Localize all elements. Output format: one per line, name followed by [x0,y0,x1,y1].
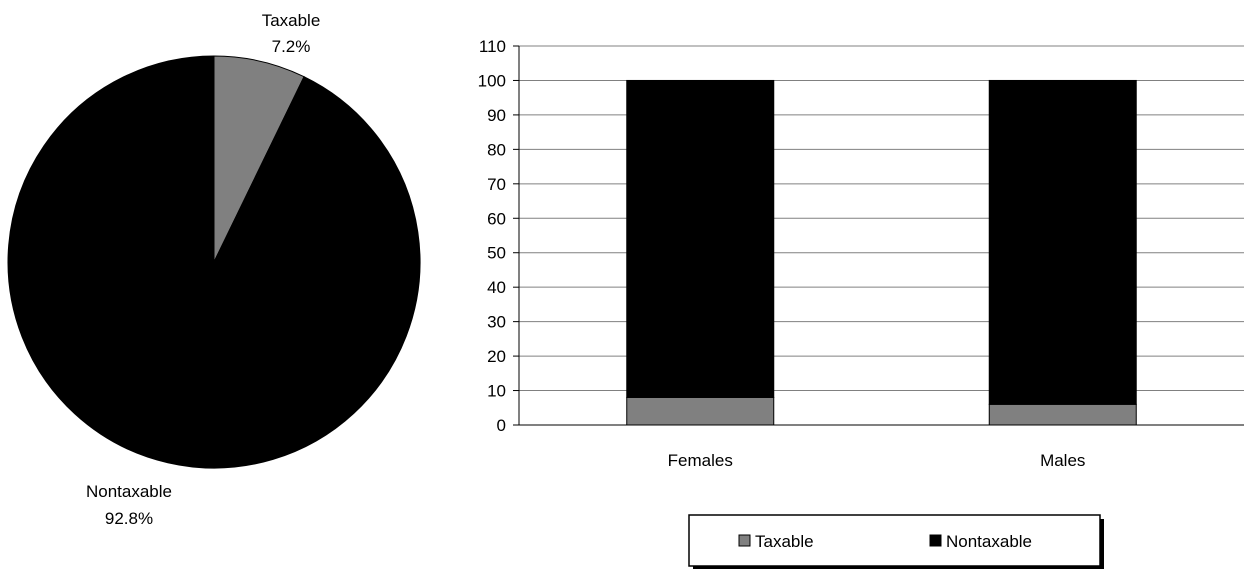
bar-y-axis-ticks: 0 10 20 30 40 50 60 70 80 90 100 110 [478,37,506,435]
x-tick-label-males: Males [1040,451,1085,470]
pie-slice-nontaxable [7,55,421,469]
y-tick-label: 30 [487,313,506,332]
y-tick-label: 80 [487,140,506,159]
pie-chart: Taxable 7.2% Nontaxable 92.8% [7,11,421,528]
x-tick-label-females: Females [668,451,733,470]
pie-value-taxable: 7.2% [272,37,311,56]
legend-swatch-taxable [738,534,751,547]
bar-males-taxable [988,403,1137,426]
y-tick-label: 0 [497,416,506,435]
legend-swatch-nontaxable [929,534,942,547]
bar-females-nontaxable [626,79,775,398]
legend-label-nontaxable: Nontaxable [946,532,1032,551]
pie-label-nontaxable: Nontaxable [86,482,172,501]
y-tick-label: 90 [487,106,506,125]
y-tick-label: 110 [479,37,506,56]
y-tick-label: 50 [487,244,506,263]
y-tick-label: 70 [487,175,506,194]
pie-value-nontaxable: 92.8% [105,509,153,528]
y-tick-label: 60 [487,209,506,228]
legend-box [688,514,1101,567]
bar-x-axis-ticks: Females Males [668,451,1086,470]
y-tick-label: 10 [487,382,506,401]
legend-label-taxable: Taxable [755,532,814,551]
bar-females-taxable [626,396,775,426]
bar-marks [626,79,1137,426]
bar-males-nontaxable [988,79,1137,405]
stacked-bar-chart: 0 10 20 30 40 50 60 70 80 90 100 110 Females Males T… [478,37,1244,569]
y-tick-label: 20 [487,347,506,366]
bar-legend: Taxable Nontaxable [688,514,1104,569]
pie-label-taxable: Taxable [262,11,321,30]
y-tick-label: 100 [478,71,506,90]
y-tick-label: 40 [487,278,506,297]
